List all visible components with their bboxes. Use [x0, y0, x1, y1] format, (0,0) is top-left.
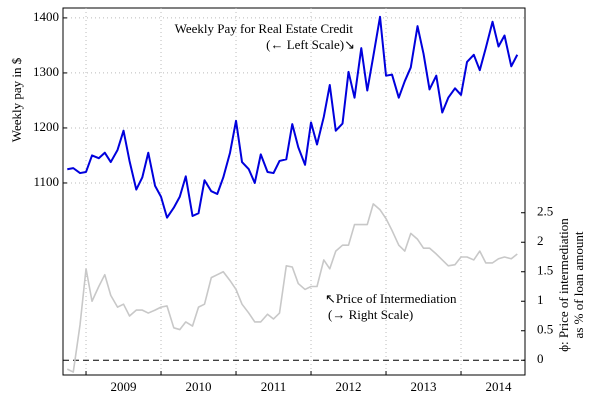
- x-tick-label: 2012: [336, 379, 362, 394]
- y2-tick-label: 2.5: [537, 204, 553, 219]
- x-tick-label: 2011: [261, 379, 287, 394]
- series-line: [67, 15, 519, 219]
- x-tick-label: 2013: [411, 379, 437, 394]
- y2-axis-label: ϕ: Price of intermediation: [556, 218, 571, 352]
- annotation: (→ Right Scale): [328, 307, 413, 322]
- annotation: Weekly Pay for Real Estate Credit: [175, 21, 354, 36]
- x-tick-label: 2014: [486, 379, 513, 394]
- y2-axis-label: as % of loan amount: [571, 231, 586, 338]
- y-axis-label: Weekly pay in $: [9, 57, 24, 142]
- series-line: [66, 203, 518, 373]
- x-tick-label: 2009: [111, 379, 137, 394]
- y-tick-label: 1300: [33, 64, 59, 79]
- annotation: ↖Price of Intermediation: [325, 291, 457, 306]
- plot-frame: [62, 7, 526, 376]
- y-tick-label: 1400: [33, 9, 59, 24]
- y2-tick-label: 2: [537, 233, 544, 248]
- y2-tick-label: 0: [537, 351, 544, 366]
- y2-tick-label: 1.5: [537, 263, 553, 278]
- y-tick-label: 1100: [33, 174, 59, 189]
- y2-tick-label: 1: [537, 292, 544, 307]
- y-tick-label: 1200: [33, 119, 59, 134]
- x-tick-label: 2010: [186, 379, 212, 394]
- y2-tick-label: 0.5: [537, 322, 553, 337]
